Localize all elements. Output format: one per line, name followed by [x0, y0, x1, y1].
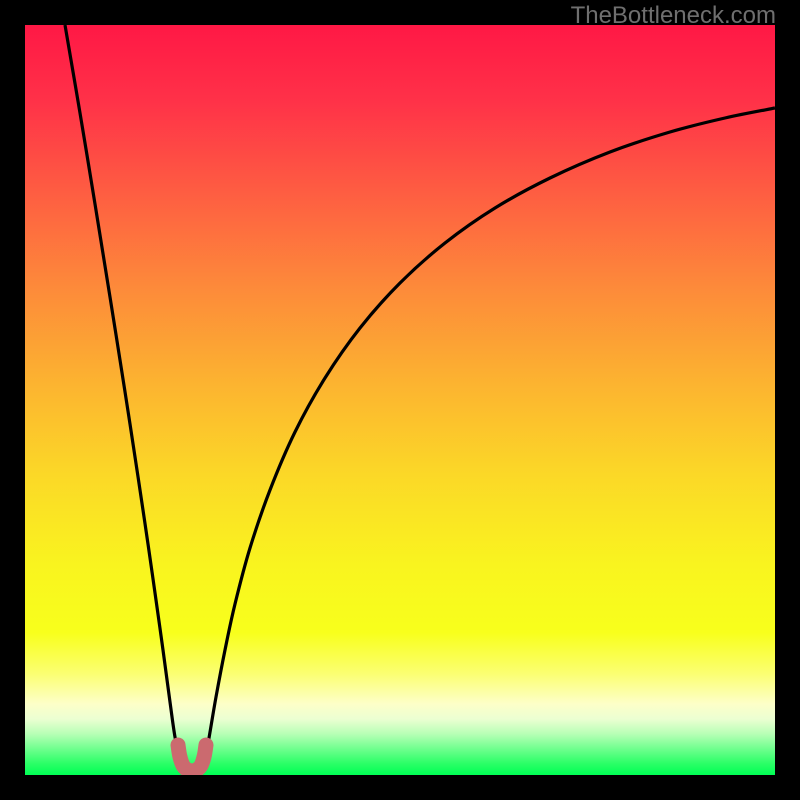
gradient-background: [25, 25, 775, 775]
watermark-text: TheBottleneck.com: [571, 2, 776, 30]
plot-svg: [25, 25, 775, 775]
chart-root: TheBottleneck.com: [0, 0, 800, 800]
plot-area: [25, 25, 775, 775]
